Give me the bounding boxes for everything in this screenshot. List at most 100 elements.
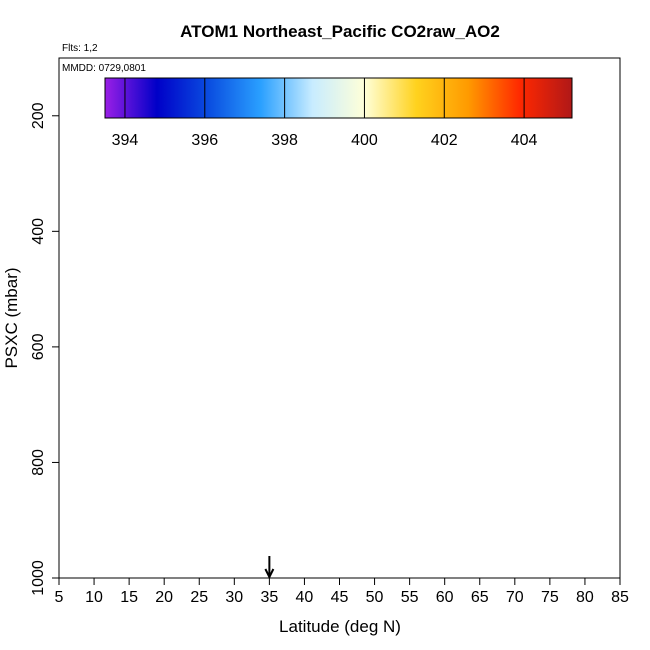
observation-point [505,177,510,182]
observation-point [435,183,440,188]
observation-point [575,454,580,459]
observation-point [540,321,545,326]
observation-point [183,139,188,144]
observation-point [232,362,237,367]
observation-point [379,168,384,173]
observation-point [568,269,573,274]
observation-point [99,252,104,257]
observation-point [190,532,195,537]
observation-point [190,454,195,459]
observation-point [239,194,244,199]
observation-point [71,448,76,453]
observation-point [99,512,104,517]
observation-point [176,275,181,280]
x-tick-label: 5 [55,589,64,606]
observation-point [111,570,116,575]
x-tick-label: 80 [576,589,594,606]
observation-point [572,437,577,442]
observation-point [155,541,160,546]
observation-point [116,506,121,511]
observation-point [155,194,160,199]
observation-point [372,142,377,147]
y-tick-label: 800 [30,449,47,476]
observation-point [498,206,503,211]
x-tick-label: 60 [436,589,454,606]
x-tick-label: 85 [611,589,629,606]
x-tick-label: 45 [331,589,349,606]
observation-point [141,327,146,332]
observation-point [274,165,279,170]
observation-point [572,344,577,349]
observation-point [78,541,83,546]
observation-point [554,188,559,193]
chart-title: ATOM1 Northeast_Pacific CO2raw_AO2 [180,22,500,41]
observation-point [134,570,139,575]
observation-point [484,269,489,274]
observation-point [162,321,167,326]
observation-point [519,188,524,193]
colorbar-tick-label: 398 [271,132,298,149]
observation-point [141,547,146,552]
observation-point [120,333,125,338]
observation-point [218,177,223,182]
observation-point [113,162,118,167]
observation-point [127,460,132,465]
observation-point [575,500,580,505]
x-tick-label: 20 [155,589,173,606]
observation-point [95,552,100,557]
observation-point [124,571,129,576]
x-tick-label: 55 [401,589,419,606]
observation-point [130,379,135,384]
observation-point [463,142,468,147]
observation-point [561,171,566,176]
observation-point [204,402,209,407]
observation-point [505,142,510,147]
y-tick-label: 400 [30,218,47,245]
observation-point [575,321,580,326]
x-tick-label: 15 [120,589,138,606]
observation-point [554,252,559,257]
observation-point [575,402,580,407]
observation-point [165,142,170,147]
y-tick-label: 200 [30,102,47,129]
observation-point [151,466,156,471]
observation-point [76,518,81,523]
observation-point [218,223,223,228]
observation-point [561,367,566,372]
observation-point [225,145,230,150]
observation-point [155,281,160,286]
observation-point [92,211,97,216]
colorbar-ticks: 394 396 398 400 402 404 [112,78,538,149]
observation-point [106,471,111,476]
observation-point [151,569,156,574]
observation-point [449,206,454,211]
observation-point [421,145,426,150]
observation-point [74,310,79,315]
observation-point [88,396,93,401]
observation-point [253,333,258,338]
x-axis: 5 10 15 20 25 30 35 40 45 50 55 60 65 70 75 80 85 [55,578,629,606]
observation-point [484,139,489,144]
observation-point [575,362,580,367]
x-tick-label: 30 [225,589,243,606]
observation-point [95,165,100,170]
observation-point [575,419,580,424]
observation-point [176,414,181,419]
observation-point [351,139,356,144]
observation-point [211,321,216,326]
y-tick-label: 1000 [30,560,47,596]
observation-point [253,148,258,153]
observation-point [533,235,538,240]
y-tick-label: 600 [30,333,47,360]
x-tick-label: 35 [260,589,278,606]
x-tick-label: 10 [85,589,103,606]
observation-point [81,344,86,349]
y-axis: 200 400 600 800 1000 [30,102,59,596]
observation-point [67,495,72,500]
observation-point [176,188,181,193]
observation-point [162,495,167,500]
x-tick-label: 70 [506,589,524,606]
observation-point [498,287,503,292]
flights-note: Flts: 1,2 [62,43,98,54]
